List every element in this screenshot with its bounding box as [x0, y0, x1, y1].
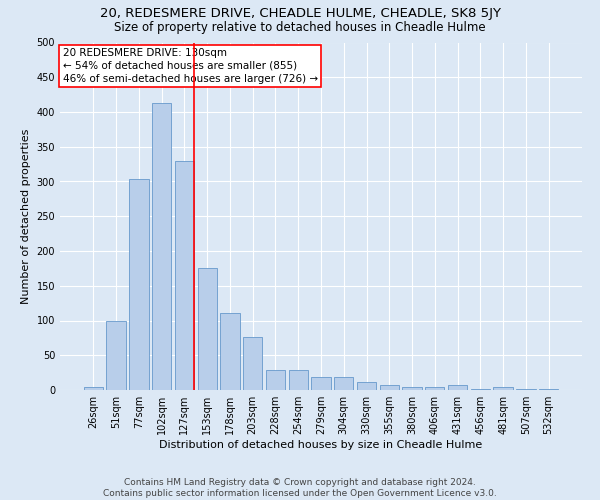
Bar	[289, 370, 308, 390]
Bar	[311, 378, 331, 390]
Bar	[539, 388, 558, 390]
X-axis label: Distribution of detached houses by size in Cheadle Hulme: Distribution of detached houses by size …	[160, 440, 482, 450]
Bar	[403, 387, 422, 390]
Bar	[220, 313, 239, 390]
Bar	[470, 388, 490, 390]
Bar	[243, 337, 262, 390]
Text: 20, REDESMERE DRIVE, CHEADLE HULME, CHEADLE, SK8 5JY: 20, REDESMERE DRIVE, CHEADLE HULME, CHEA…	[100, 8, 500, 20]
Bar	[516, 388, 536, 390]
Bar	[152, 103, 172, 390]
Text: 20 REDESMERE DRIVE: 130sqm
← 54% of detached houses are smaller (855)
46% of sem: 20 REDESMERE DRIVE: 130sqm ← 54% of deta…	[62, 48, 318, 84]
Text: Size of property relative to detached houses in Cheadle Hulme: Size of property relative to detached ho…	[114, 21, 486, 34]
Bar	[266, 370, 285, 390]
Bar	[357, 382, 376, 390]
Y-axis label: Number of detached properties: Number of detached properties	[21, 128, 31, 304]
Bar	[197, 268, 217, 390]
Bar	[175, 160, 194, 390]
Bar	[493, 387, 513, 390]
Bar	[84, 386, 103, 390]
Bar	[129, 178, 149, 390]
Bar	[106, 321, 126, 390]
Text: Contains HM Land Registry data © Crown copyright and database right 2024.
Contai: Contains HM Land Registry data © Crown c…	[103, 478, 497, 498]
Bar	[334, 378, 353, 390]
Bar	[380, 385, 399, 390]
Bar	[448, 385, 467, 390]
Bar	[425, 387, 445, 390]
